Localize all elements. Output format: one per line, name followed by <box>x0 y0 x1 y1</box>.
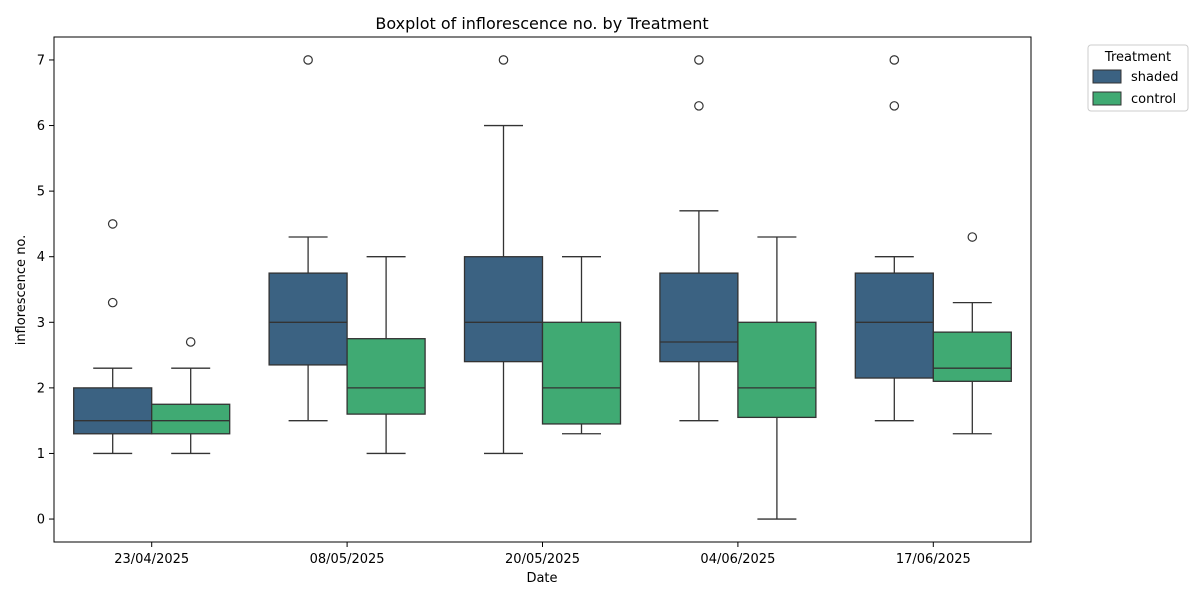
box-shaded-2 <box>463 55 544 455</box>
box-shaded-1 <box>268 55 348 422</box>
legend: Treatment shaded control <box>1087 44 1189 112</box>
iqr-box <box>346 338 426 415</box>
chart-title: Boxplot of inflorescence no. by Treatmen… <box>375 14 708 33</box>
iqr-box <box>541 321 622 425</box>
outlier-point <box>967 232 978 242</box>
iqr-box <box>463 256 544 363</box>
outlier-point <box>889 55 900 65</box>
legend-swatch-shaded <box>1092 69 1122 84</box>
iqr-box <box>151 403 231 435</box>
box-control-0 <box>151 337 231 455</box>
box-shaded-0 <box>73 219 153 455</box>
x-tick-label: 23/04/2025 <box>114 552 189 567</box>
y-tick-label: 2 <box>37 381 45 396</box>
iqr-box <box>932 331 1012 382</box>
outlier-point <box>694 55 704 65</box>
box-control-3 <box>737 236 817 520</box>
legend-items: shaded control <box>1092 69 1178 107</box>
x-tick-label: 17/06/2025 <box>896 552 971 567</box>
legend-label-shaded: shaded <box>1131 70 1178 85</box>
y-tick-label: 3 <box>37 316 45 331</box>
box-control-1 <box>346 256 426 455</box>
box-control-4 <box>932 232 1012 435</box>
iqr-box <box>854 272 934 379</box>
outlier-point <box>185 337 196 347</box>
x-tick-label: 08/05/2025 <box>310 552 385 567</box>
iqr-box <box>659 272 739 363</box>
iqr-box <box>73 387 153 435</box>
plot-area: 0 1 2 3 4 5 6 7 23/04/2025 08/05/2025 20/05/2025 04… <box>37 36 1032 567</box>
x-axis-label: Date <box>526 571 557 586</box>
y-tick-label: 1 <box>37 447 45 462</box>
box-shaded-3 <box>659 55 739 422</box>
outlier-point <box>303 55 313 65</box>
y-axis-label: inflorescence no. <box>14 235 29 346</box>
outlier-point <box>889 101 900 111</box>
outlier-point <box>107 297 118 308</box>
x-tick-label: 04/06/2025 <box>700 552 775 567</box>
legend-title: Treatment <box>1104 50 1171 65</box>
x-tick-label: 20/05/2025 <box>505 552 580 567</box>
y-tick-label: 4 <box>37 250 45 265</box>
box-control-2 <box>541 256 622 435</box>
y-tick-label: 6 <box>37 119 45 134</box>
outlier-point <box>694 101 704 111</box>
iqr-box <box>268 272 348 366</box>
outlier-point <box>107 219 118 229</box>
box-shaded-4 <box>854 55 934 422</box>
outlier-point <box>498 55 509 65</box>
legend-label-control: control <box>1131 92 1176 107</box>
y-tick-label: 5 <box>37 185 45 200</box>
y-tick-label: 7 <box>37 53 45 68</box>
iqr-box <box>737 321 817 419</box>
y-tick-label: 0 <box>37 513 45 528</box>
legend-swatch-control <box>1092 91 1122 106</box>
